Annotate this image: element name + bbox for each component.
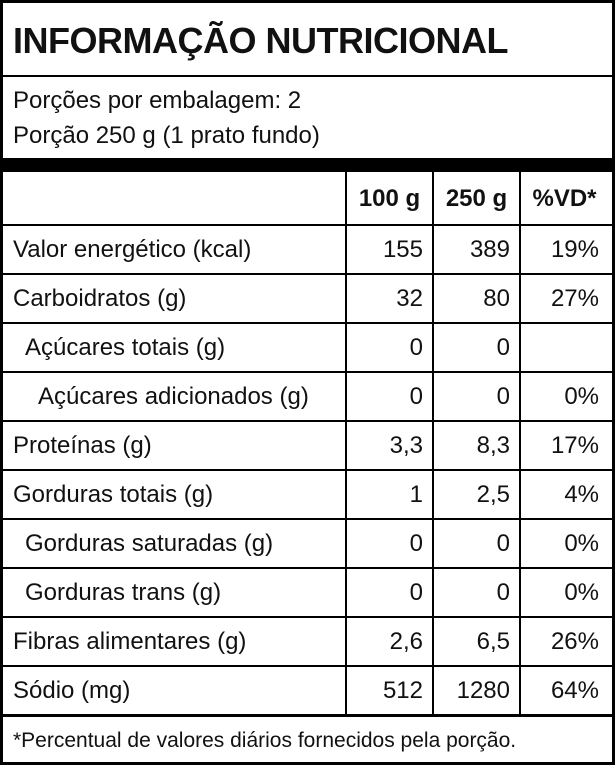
nutrient-value: 389 [469,235,510,263]
column-divider [345,172,347,715]
nutrient-value: 0 [496,333,510,361]
nutrient-value: 6,5 [476,627,510,655]
column-divider [432,172,434,715]
nutrient-value: 27% [550,284,599,312]
footnote: *Percentual de valores diários fornecido… [13,729,517,752]
row-divider [3,518,612,520]
nutrient-value: 3,3 [389,431,423,459]
divider [3,714,612,717]
row-divider [3,665,612,667]
nutrient-value: 64% [550,676,599,704]
nutrient-name: Gorduras trans (g) [25,578,222,606]
nutrient-name: Açúcares totais (g) [25,333,226,361]
row-divider [3,469,612,471]
nutrient-value: 1280 [456,676,510,704]
nutrient-value: 19% [550,235,599,263]
nutrient-value: 0 [409,578,423,606]
nutrient-value: 512 [382,676,423,704]
nutrient-value: 32 [396,284,423,312]
serving-line: Porções por embalagem: 2 [13,87,302,114]
row-divider [3,322,612,324]
divider [3,75,612,77]
nutrient-value: 0 [409,529,423,557]
nutrient-value: 0 [496,578,510,606]
nutrient-name: Fibras alimentares (g) [13,627,247,655]
nutrient-name: Gorduras totais (g) [13,480,214,508]
column-header: %VD* [532,184,597,212]
nutrient-value: 0% [564,382,599,410]
nutrient-value: 0% [564,529,599,557]
nutrient-value: 26% [550,627,599,655]
row-divider [3,273,612,275]
nutrient-value: 0% [564,578,599,606]
nutrient-value: 17% [550,431,599,459]
nutrient-name: Gorduras saturadas (g) [25,529,274,557]
nutrient-value: 0 [496,529,510,557]
nutrient-value: 0 [496,382,510,410]
nutrient-value: 0 [409,382,423,410]
row-divider [3,567,612,569]
title: INFORMAÇÃO NUTRICIONAL [13,20,508,61]
nutrient-value: 0 [409,333,423,361]
nutrient-value: 1 [409,480,423,508]
nutrient-value: 2,6 [389,627,423,655]
nutrient-name: Açúcares adicionados (g) [38,382,309,410]
nutrient-name: Valor energético (kcal) [13,235,252,263]
nutrient-value: 80 [483,284,510,312]
nutrient-name: Sódio (mg) [13,676,131,704]
row-divider [3,616,612,618]
row-divider [3,420,612,422]
column-header: 100 g [358,184,421,212]
column-header: 250 g [445,184,508,212]
nutrient-value: 8,3 [476,431,510,459]
nutrient-name: Proteínas (g) [13,431,152,459]
row-divider [3,224,612,226]
column-divider [519,172,521,715]
thick-bar [3,158,612,172]
nutrient-value: 155 [382,235,423,263]
nutrient-name: Carboidratos (g) [13,284,187,312]
row-divider [3,371,612,373]
nutrient-value: 4% [564,480,599,508]
serving-line: Porção 250 g (1 prato fundo) [13,122,320,149]
nutrient-value: 2,5 [476,480,510,508]
